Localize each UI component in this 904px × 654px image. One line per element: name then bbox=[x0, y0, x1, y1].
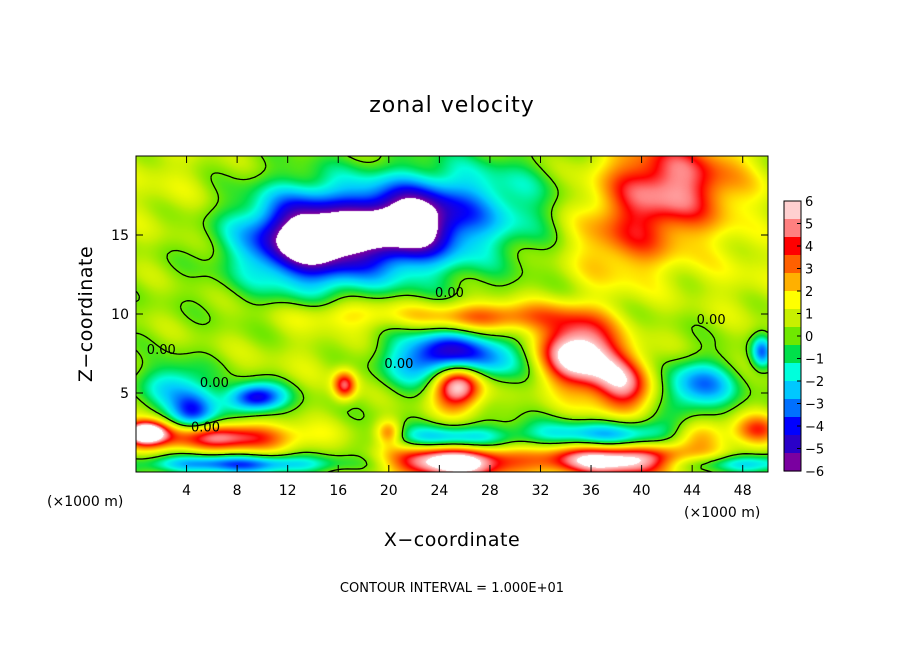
colorbar-bin bbox=[784, 201, 801, 220]
x-tick-label: 8 bbox=[233, 483, 242, 499]
colorbar-bin bbox=[784, 345, 801, 364]
colorbar: 6 5 4 3 2 1 0 −1 −2 −3 −4 −5 −6 bbox=[783, 195, 824, 480]
x-unit-left: (×1000 m) bbox=[47, 494, 123, 510]
colorbar-bin bbox=[784, 237, 801, 256]
colorbar-bin bbox=[784, 453, 801, 472]
x-tick-label: 16 bbox=[329, 483, 347, 499]
x-unit-right: (×1000 m) bbox=[684, 505, 760, 521]
y-tick-label: 5 bbox=[120, 386, 129, 402]
colorbar-bin bbox=[784, 381, 801, 400]
x-tick-label: 32 bbox=[532, 483, 550, 499]
colorbar-tick-label: 2 bbox=[805, 285, 813, 300]
x-tick-label: 28 bbox=[481, 483, 499, 499]
colorbar-bin bbox=[784, 309, 801, 328]
x-tick-label: 4 bbox=[182, 483, 191, 499]
colorbar-tick-label: 4 bbox=[805, 240, 813, 255]
colorbar-tick-label: −6 bbox=[805, 465, 824, 480]
y-axis-label: Z−coordinate bbox=[75, 246, 97, 382]
colorbar-tick-label: 5 bbox=[805, 218, 813, 233]
x-tick-label: 24 bbox=[430, 483, 448, 499]
contour-label: 0.00 bbox=[147, 343, 176, 358]
x-tick-label: 12 bbox=[279, 483, 297, 499]
x-tick-label: 48 bbox=[734, 483, 752, 499]
colorbar-bin bbox=[784, 327, 801, 346]
y-axis-ticks: 5 10 15 bbox=[111, 228, 768, 402]
x-tick-label: 36 bbox=[582, 483, 600, 499]
colorbar-bin bbox=[784, 417, 801, 436]
contour-label: 0.00 bbox=[384, 357, 413, 372]
x-tick-label: 40 bbox=[633, 483, 651, 499]
x-axis-label: X−coordinate bbox=[384, 529, 520, 551]
colorbar-tick-label: 1 bbox=[805, 308, 813, 323]
colorbar-bin bbox=[784, 255, 801, 274]
x-tick-label: 44 bbox=[683, 483, 701, 499]
x-tick-label: 20 bbox=[380, 483, 398, 499]
heatmap-field bbox=[136, 156, 768, 472]
colorbar-bin bbox=[784, 399, 801, 418]
colorbar-bin bbox=[784, 363, 801, 382]
colorbar-tick-label: 3 bbox=[805, 263, 813, 278]
colorbar-tick-label: −4 bbox=[805, 420, 824, 435]
contour-label: 0.00 bbox=[191, 420, 220, 435]
colorbar-bin bbox=[784, 435, 801, 454]
colorbar-tick-label: −5 bbox=[805, 443, 824, 458]
contour-label: 0.00 bbox=[200, 376, 229, 391]
colorbar-tick-label: −2 bbox=[805, 375, 824, 390]
x-axis-ticks: 4 8 12 16 20 24 28 32 36 40 44 48 bbox=[182, 156, 752, 499]
colorbar-tick-label: −1 bbox=[805, 353, 824, 368]
colorbar-bin bbox=[784, 219, 801, 238]
contour-label: 0.00 bbox=[435, 286, 464, 301]
chart-title: zonal velocity bbox=[369, 93, 535, 118]
colorbar-tick-label: 6 bbox=[805, 195, 813, 210]
colorbar-tick-label: −3 bbox=[805, 398, 824, 413]
y-tick-label: 15 bbox=[111, 228, 129, 244]
colorbar-bin bbox=[784, 273, 801, 292]
colorbar-tick-label: 0 bbox=[805, 330, 813, 345]
contour-labels: 0.00 0.00 0.00 0.00 0.00 0.00 bbox=[147, 286, 726, 435]
y-tick-label: 10 bbox=[111, 307, 129, 323]
colorbar-bin bbox=[784, 291, 801, 310]
contour-label: 0.00 bbox=[697, 313, 726, 328]
contour-interval-note: CONTOUR INTERVAL = 1.000E+01 bbox=[340, 581, 564, 596]
